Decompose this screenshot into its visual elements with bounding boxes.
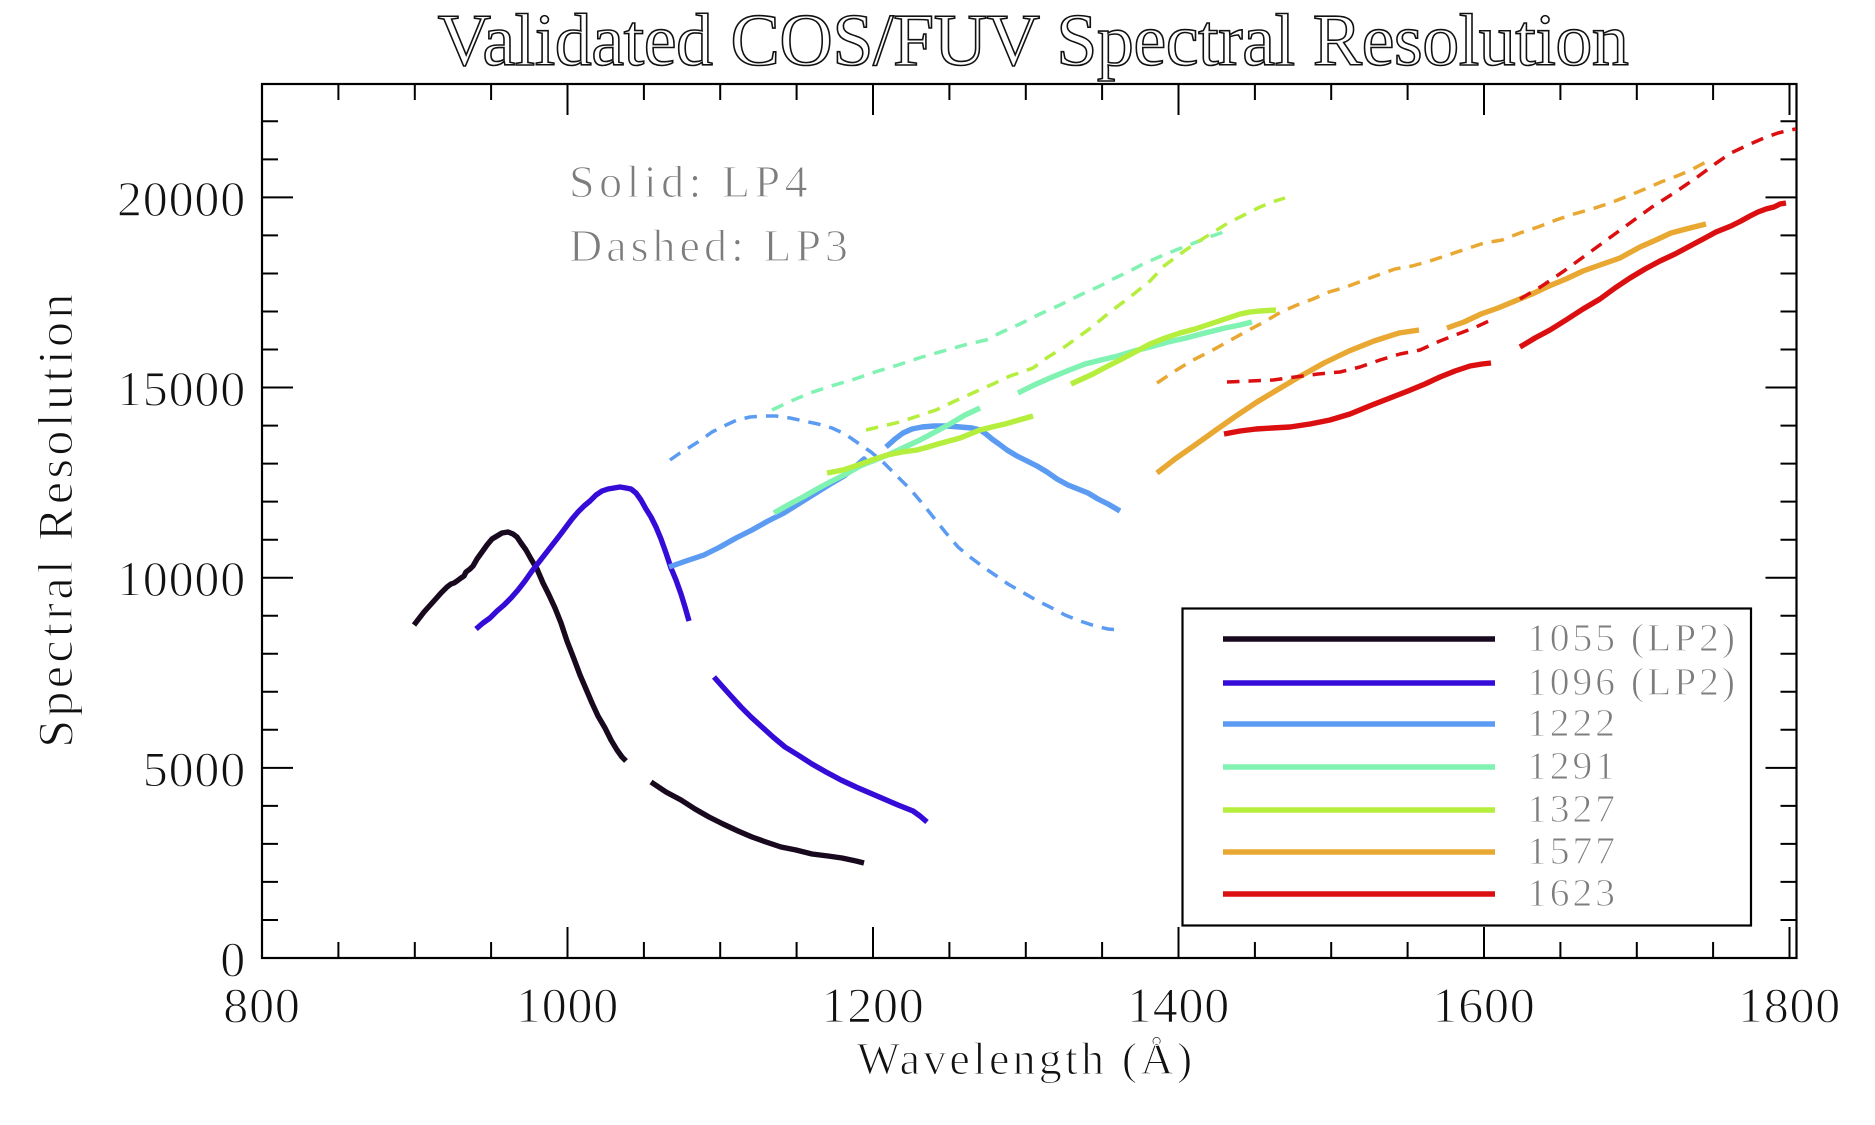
svg-text:Validated COS/FUV Spectral Res: Validated COS/FUV Spectral Resolution xyxy=(438,0,1629,82)
svg-text:1291: 1291 xyxy=(1527,744,1618,788)
svg-text:15000: 15000 xyxy=(117,361,246,417)
svg-text:800: 800 xyxy=(223,977,300,1033)
svg-text:0: 0 xyxy=(220,931,246,987)
svg-text:1200: 1200 xyxy=(821,977,924,1033)
svg-text:1096 (LP2): 1096 (LP2) xyxy=(1527,660,1738,704)
svg-text:1577: 1577 xyxy=(1527,829,1618,873)
svg-text:10000: 10000 xyxy=(117,551,246,607)
svg-text:1600: 1600 xyxy=(1432,977,1535,1033)
svg-text:Dashed: LP3: Dashed: LP3 xyxy=(569,220,852,271)
svg-text:Wavelength (Å): Wavelength (Å) xyxy=(857,1033,1196,1084)
svg-text:1327: 1327 xyxy=(1527,787,1618,831)
svg-text:1000: 1000 xyxy=(516,977,619,1033)
svg-text:1400: 1400 xyxy=(1127,977,1230,1033)
svg-text:20000: 20000 xyxy=(117,170,246,226)
svg-text:5000: 5000 xyxy=(143,741,246,797)
svg-text:1800: 1800 xyxy=(1738,977,1841,1033)
svg-text:Solid: LP4: Solid: LP4 xyxy=(569,156,812,207)
svg-text:1623: 1623 xyxy=(1527,871,1618,915)
svg-text:1222: 1222 xyxy=(1527,701,1618,745)
svg-text:Spectral Resolution: Spectral Resolution xyxy=(27,290,83,748)
svg-text:1055 (LP2): 1055 (LP2) xyxy=(1527,616,1738,660)
